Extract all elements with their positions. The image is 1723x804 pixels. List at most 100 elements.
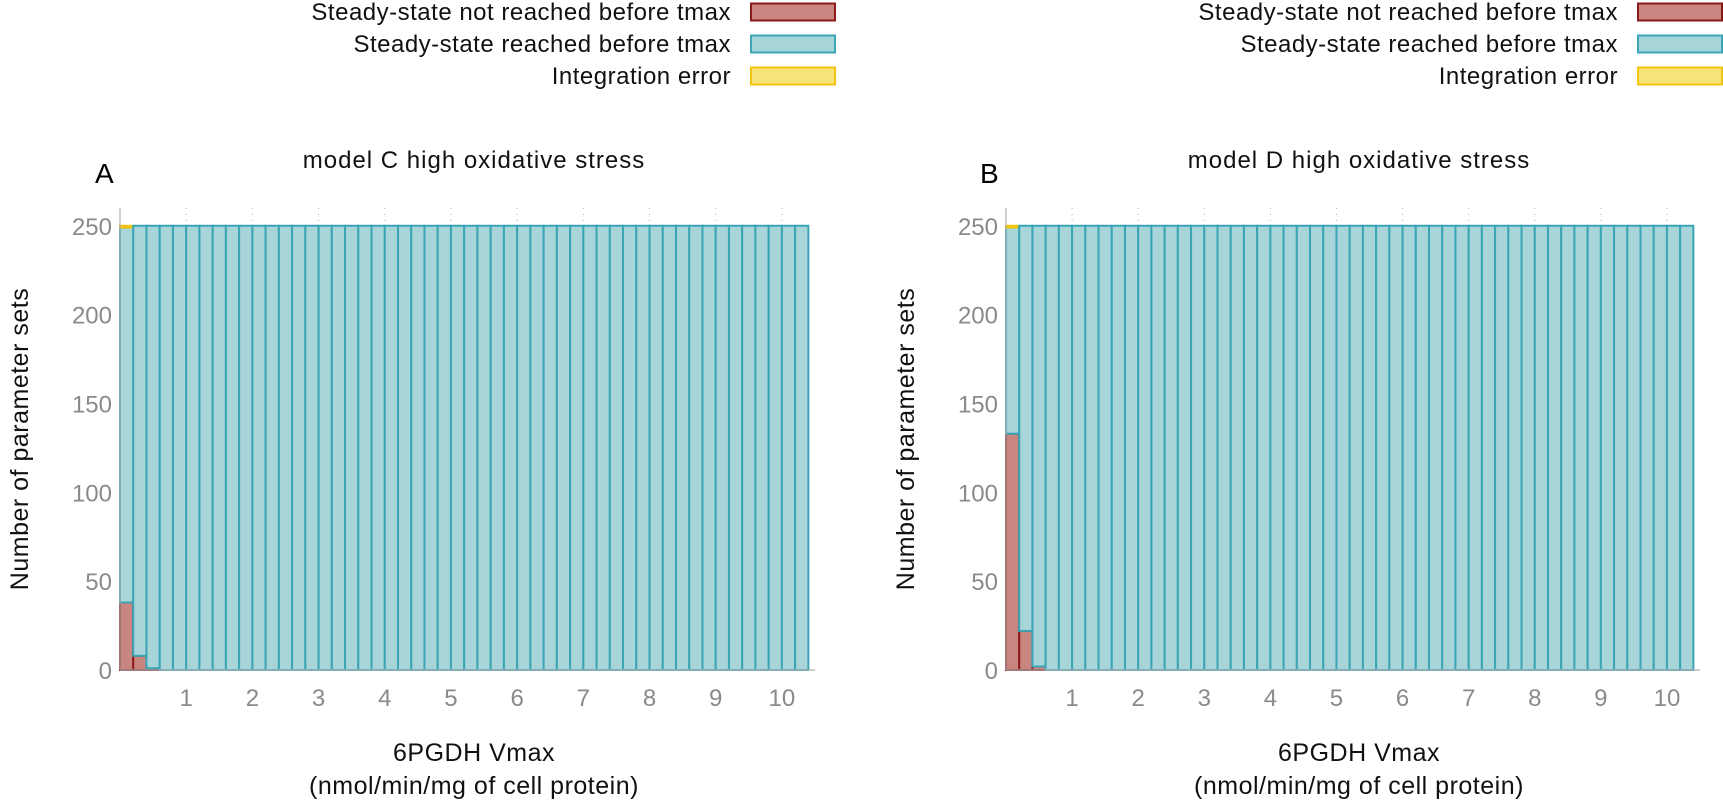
bar-reached xyxy=(1533,224,1549,671)
bar-reached xyxy=(1414,224,1431,671)
bar-reached xyxy=(1242,224,1259,671)
bar-reached xyxy=(489,224,505,671)
bar-reached xyxy=(1652,224,1668,671)
bar-reached xyxy=(714,224,730,671)
y-tick-label: 200 xyxy=(958,303,998,330)
bar-reached xyxy=(264,224,280,671)
bar-reached xyxy=(1586,224,1602,671)
legend-item: Steady-state not reached before tmax xyxy=(1198,0,1723,26)
bar-reached xyxy=(224,224,241,671)
bar-reached xyxy=(449,224,466,671)
legend-item: Integration error xyxy=(552,63,836,90)
bar-reached xyxy=(675,224,691,671)
bar-reached xyxy=(1467,224,1483,671)
legend-item: Steady-state reached before tmax xyxy=(353,31,836,58)
y-ticks: 0 50 100 150 200 250 xyxy=(958,214,998,685)
bar-reached xyxy=(330,224,347,671)
bar-reached xyxy=(1176,224,1193,671)
bar-reached xyxy=(555,224,572,671)
bar-reached xyxy=(132,224,148,657)
bar-reached xyxy=(1335,224,1351,671)
bar-reached xyxy=(277,224,294,671)
bar-reached xyxy=(1388,224,1404,671)
y-tick-label: 100 xyxy=(958,480,998,507)
bar-reached xyxy=(1097,224,1113,671)
legend-swatch-integration-error xyxy=(750,66,836,86)
bar-reached xyxy=(502,224,519,671)
bar-reached xyxy=(1494,224,1510,671)
x-tick-label: 5 xyxy=(1330,685,1343,712)
x-tick-label: 3 xyxy=(312,685,325,712)
bar-reached xyxy=(145,224,161,670)
x-tick-label: 9 xyxy=(1594,685,1607,712)
x-tick-label: 10 xyxy=(1654,685,1681,712)
bar-reached xyxy=(119,226,135,604)
legend-item: Integration error xyxy=(1439,63,1723,90)
x-tick-label: 2 xyxy=(1132,685,1145,712)
bar-reached xyxy=(344,224,360,671)
bar-reached xyxy=(529,224,545,671)
y-tick-label: 100 xyxy=(72,480,112,507)
bar-reached xyxy=(357,224,373,671)
bar-reached xyxy=(1282,224,1298,671)
y-tick-label: 200 xyxy=(72,303,112,330)
legend-swatch-reached xyxy=(750,34,836,54)
bar-reached xyxy=(1665,224,1682,671)
chart-panel-b: Steady-state not reached before tmax Stea… xyxy=(892,0,1723,800)
x-tick-label: 10 xyxy=(769,685,796,712)
bar-reached xyxy=(1110,224,1126,671)
bar-reached xyxy=(688,224,704,671)
bar-reached xyxy=(1546,224,1563,671)
x-tick-label: 6 xyxy=(510,685,523,712)
bar-reached xyxy=(198,224,214,671)
bar-reached xyxy=(1454,224,1470,671)
bar-reached xyxy=(608,224,625,671)
bar-reached xyxy=(569,224,585,671)
x-tick-label: 2 xyxy=(246,685,259,712)
x-axis-label-units: (nmol/min/mg of cell protein) xyxy=(309,772,639,799)
bar-reached xyxy=(383,224,399,671)
bar-reached xyxy=(185,224,201,671)
legend-label: Steady-state reached before tmax xyxy=(353,31,731,58)
y-axis-label: Number of parameter sets xyxy=(892,288,920,590)
bar-integration-error xyxy=(1005,224,1021,229)
bar-reached xyxy=(1573,224,1589,671)
bar-reached xyxy=(648,224,664,671)
bar-reached xyxy=(1150,224,1166,671)
bar-reached xyxy=(1401,224,1417,671)
legend: Steady-state not reached before tmax Stea… xyxy=(1198,0,1723,90)
bar-reached xyxy=(1679,224,1695,671)
legend-label: Integration error xyxy=(1439,63,1618,90)
legend-swatch-integration-error xyxy=(1637,66,1723,86)
bar-reached xyxy=(1348,224,1364,671)
bar-integration-error xyxy=(119,224,135,229)
bar-reached xyxy=(1005,226,1021,435)
bar-reached xyxy=(542,224,558,671)
bar-reached xyxy=(794,224,810,671)
x-tick-label: 1 xyxy=(180,685,193,712)
bar-reached xyxy=(1428,224,1444,671)
y-tick-label: 0 xyxy=(99,658,112,685)
bar-reached xyxy=(1137,224,1153,671)
x-tick-label: 1 xyxy=(1065,685,1078,712)
bar-reached xyxy=(1441,224,1457,671)
x-tick-label: 4 xyxy=(378,685,391,712)
bar-reached xyxy=(701,224,717,671)
bars xyxy=(119,224,810,672)
bar-reached xyxy=(158,224,174,671)
legend-item: Steady-state reached before tmax xyxy=(1240,31,1723,58)
bar-reached xyxy=(397,224,413,671)
x-ticks: 1 2 3 4 5 6 7 8 9 10 xyxy=(1065,685,1680,712)
y-tick-label: 50 xyxy=(971,569,998,596)
legend-swatch-reached xyxy=(1637,34,1723,54)
bar-reached xyxy=(727,224,744,671)
bar-reached xyxy=(304,224,320,671)
y-tick-label: 150 xyxy=(72,391,112,418)
chart-panel-a: Steady-state not reached before tmax Stea… xyxy=(6,0,836,800)
bar-reached xyxy=(582,224,598,671)
panel-letter: A xyxy=(95,158,114,189)
bar-reached xyxy=(1560,224,1576,671)
legend-label: Steady-state not reached before tmax xyxy=(311,0,731,26)
